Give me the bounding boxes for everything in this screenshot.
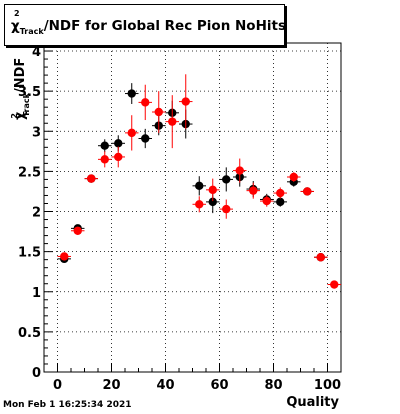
x-tick-label: 60	[210, 378, 228, 393]
data-point	[276, 188, 285, 198]
y-tick-label: 3.5	[18, 85, 41, 100]
data-point	[262, 196, 271, 206]
data-point	[289, 172, 298, 182]
data-point	[87, 174, 96, 183]
title-chi: χ	[11, 18, 20, 34]
x-tick-label: 40	[156, 378, 174, 393]
data-point	[249, 186, 258, 195]
data-point	[303, 187, 312, 196]
data-point	[154, 107, 163, 117]
data-point	[114, 152, 123, 162]
data-point	[195, 200, 204, 209]
y-tick-label: 3	[32, 125, 41, 140]
y-axis-label-chi: χ	[13, 111, 28, 120]
plot-frame	[43, 42, 342, 373]
data-point	[127, 89, 136, 98]
data-point	[181, 97, 190, 106]
chart-title: χ 2 Track/NDF for Global Rec Pion NoHits	[11, 9, 286, 36]
data-point	[208, 197, 217, 207]
x-tick-label: 20	[102, 378, 120, 393]
tick-labels: 0 20 40 60 80 100 0 0.5 1 1.5 2 2.5 3 3.5 4	[18, 45, 341, 393]
title-sub: Track	[19, 27, 44, 36]
data-point	[60, 252, 69, 261]
data-point	[222, 175, 231, 184]
title-sup: 2	[14, 9, 20, 18]
y-tick-label: 4	[32, 45, 41, 60]
y-tick-label: 0.5	[18, 326, 41, 341]
data-point	[276, 197, 285, 207]
series-black	[57, 83, 328, 264]
data-point	[100, 155, 109, 164]
data-point	[141, 134, 150, 143]
y-tick-label: 2.5	[18, 165, 41, 180]
data-point	[73, 226, 82, 235]
y-tick-label: 1.5	[18, 246, 41, 261]
y-tick-label: 1	[32, 286, 41, 301]
data-point	[141, 98, 150, 107]
data-point	[222, 204, 231, 214]
title-rest: /NDF for Global Rec Pion NoHits	[43, 18, 286, 34]
grid	[44, 43, 341, 372]
x-axis-label: Quality	[286, 395, 339, 410]
tick-marks	[43, 50, 342, 373]
x-tick-label: 80	[264, 378, 282, 393]
y-tick-label: 2	[32, 206, 41, 221]
data-point	[100, 141, 109, 150]
data-point	[208, 185, 217, 195]
data-point	[114, 139, 123, 148]
data-point	[195, 181, 204, 191]
chart-title-box: χ 2 Track/NDF for Global Rec Pion NoHits	[4, 4, 286, 46]
series-red	[57, 74, 341, 289]
timestamp: Mon Feb 1 16:25:34 2021	[3, 400, 132, 410]
data-points	[57, 74, 341, 289]
data-point	[330, 280, 339, 289]
x-tick-label: 0	[53, 378, 62, 393]
axes	[43, 42, 342, 373]
x-tick-label: 100	[314, 378, 341, 393]
y-axis-label-sub: Track	[22, 92, 31, 117]
y-axis-label-sup: 2	[10, 113, 19, 119]
data-point	[235, 166, 244, 175]
y-axis-label-rest: /NDF	[13, 58, 28, 93]
data-point	[168, 117, 177, 126]
y-tick-label: 0	[32, 366, 41, 381]
data-point	[316, 253, 325, 262]
data-point	[127, 128, 136, 138]
y-axis-label: χ2 Track/NDF	[10, 58, 31, 120]
